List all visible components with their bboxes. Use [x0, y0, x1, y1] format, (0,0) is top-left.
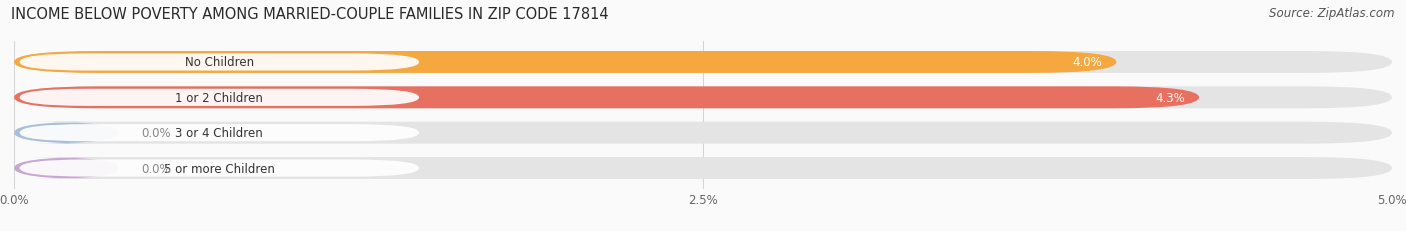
FancyBboxPatch shape	[14, 52, 1116, 74]
Text: 3 or 4 Children: 3 or 4 Children	[176, 127, 263, 140]
Text: 1 or 2 Children: 1 or 2 Children	[176, 91, 263, 104]
FancyBboxPatch shape	[14, 52, 1392, 74]
Text: 0.0%: 0.0%	[141, 162, 170, 175]
Text: Source: ZipAtlas.com: Source: ZipAtlas.com	[1270, 7, 1395, 20]
FancyBboxPatch shape	[14, 157, 1392, 179]
Text: 4.3%: 4.3%	[1156, 91, 1185, 104]
FancyBboxPatch shape	[14, 122, 118, 144]
Text: 4.0%: 4.0%	[1073, 56, 1102, 69]
Text: 5 or more Children: 5 or more Children	[165, 162, 274, 175]
Text: 0.0%: 0.0%	[141, 127, 170, 140]
FancyBboxPatch shape	[20, 89, 419, 106]
Text: No Children: No Children	[184, 56, 254, 69]
FancyBboxPatch shape	[14, 87, 1199, 109]
Text: INCOME BELOW POVERTY AMONG MARRIED-COUPLE FAMILIES IN ZIP CODE 17814: INCOME BELOW POVERTY AMONG MARRIED-COUPL…	[11, 7, 609, 22]
FancyBboxPatch shape	[20, 125, 419, 142]
FancyBboxPatch shape	[14, 122, 1392, 144]
FancyBboxPatch shape	[20, 160, 419, 177]
FancyBboxPatch shape	[14, 157, 118, 179]
FancyBboxPatch shape	[14, 87, 1392, 109]
FancyBboxPatch shape	[20, 54, 419, 71]
